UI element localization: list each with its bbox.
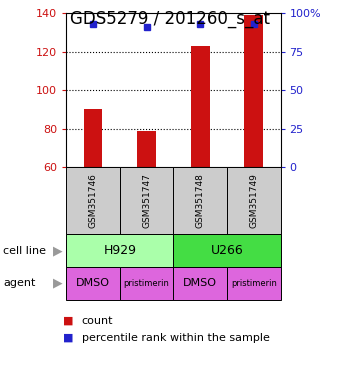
Text: pristimerin: pristimerin (124, 279, 170, 288)
Text: ▶: ▶ (53, 277, 63, 290)
Text: DMSO: DMSO (183, 278, 217, 288)
Text: agent: agent (3, 278, 36, 288)
Text: count: count (82, 316, 113, 326)
Text: GSM351747: GSM351747 (142, 173, 151, 228)
Text: U266: U266 (210, 244, 243, 257)
Text: ■: ■ (63, 333, 73, 343)
Text: percentile rank within the sample: percentile rank within the sample (82, 333, 270, 343)
Text: H929: H929 (103, 244, 136, 257)
Bar (84, 109, 102, 167)
Text: GSM351748: GSM351748 (196, 173, 205, 228)
Bar (191, 46, 209, 167)
Bar (244, 15, 263, 167)
Text: pristimerin: pristimerin (231, 279, 277, 288)
Text: cell line: cell line (3, 245, 46, 256)
Text: GSM351746: GSM351746 (89, 173, 98, 228)
Text: DMSO: DMSO (76, 278, 110, 288)
Text: GSM351749: GSM351749 (249, 173, 258, 228)
Bar (137, 131, 156, 167)
Text: GDS5279 / 201260_s_at: GDS5279 / 201260_s_at (70, 10, 270, 28)
Text: ▶: ▶ (53, 244, 63, 257)
Text: ■: ■ (63, 316, 73, 326)
